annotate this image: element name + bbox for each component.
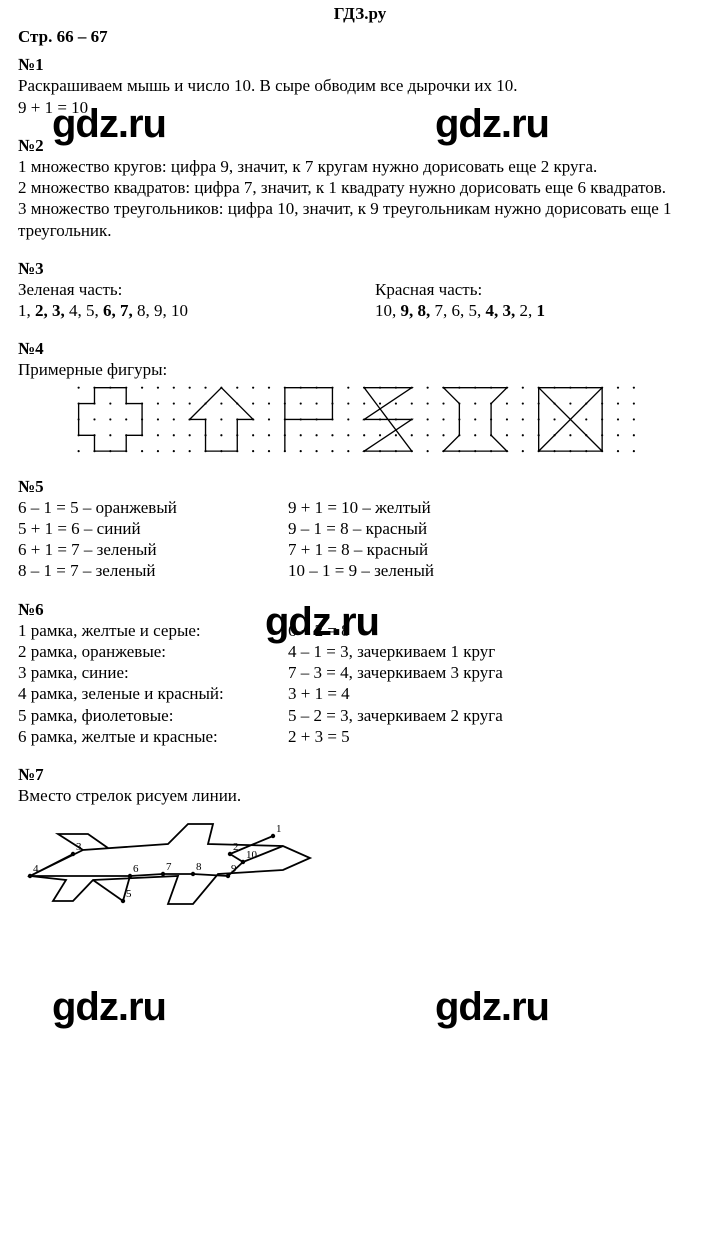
s7-line1: Вместо стрелок рисуем линии. [18,785,702,806]
list-item: 9 – 1 = 8 – красный [288,518,702,539]
s6-right-col: 6 + 2 = 84 – 1 = 3, зачеркиваем 1 круг7 … [288,620,702,748]
svg-text:4: 4 [33,863,39,875]
section-4-num: №4 [18,339,702,359]
list-item: 8 – 1 = 7 – зеленый [18,560,288,581]
s3-right-seq: 10, 9, 8, 7, 6, 5, 4, 3, 2, 1 [375,300,702,321]
s2-p1: 1 множество кругов: цифра 9, значит, к 7… [18,156,702,177]
s5-right-col: 9 + 1 = 10 – желтый9 – 1 = 8 – красный7 … [288,497,702,582]
s3-left-seq: 1, 2, 3, 4, 5, 6, 7, 8, 9, 10 [18,300,345,321]
watermark: gdz.ru [435,985,549,1030]
figures-dot-grid [18,381,702,467]
list-item: 10 – 1 = 9 – зеленый [288,560,702,581]
section-5-num: №5 [18,477,702,497]
list-item: 6 + 2 = 8 [288,620,702,641]
s3-right-label: Красная часть: [375,279,702,300]
svg-text:7: 7 [166,861,172,873]
svg-text:2: 2 [233,841,239,853]
section-3-num: №3 [18,259,702,279]
watermark: gdz.ru [52,985,166,1030]
list-item: 6 рамка, желтые и красные: [18,726,288,747]
svg-text:5: 5 [126,888,132,900]
list-item: 7 – 3 = 4, зачеркиваем 3 круга [288,662,702,683]
section-2-num: №2 [18,136,702,156]
s1-line1: Раскрашиваем мышь и число 10. В сыре обв… [18,75,702,96]
section-6-num: №6 [18,600,702,620]
site-title: ГДЗ.ру [18,4,702,24]
svg-text:3: 3 [76,841,82,853]
list-item: 2 рамка, оранжевые: [18,641,288,662]
s6-left-col: 1 рамка, желтые и серые:2 рамка, оранжев… [18,620,288,748]
s5-left-col: 6 – 1 = 5 – оранжевый5 + 1 = 6 – синий6 … [18,497,288,582]
list-item: 2 + 3 = 5 [288,726,702,747]
svg-text:6: 6 [133,863,139,875]
list-item: 3 рамка, синие: [18,662,288,683]
page-range: Стр. 66 – 67 [18,26,702,47]
svg-text:9: 9 [231,863,237,875]
s3-left-label: Зеленая часть: [18,279,345,300]
list-item: 1 рамка, желтые и серые: [18,620,288,641]
list-item: 6 + 1 = 7 – зеленый [18,539,288,560]
section-1-num: №1 [18,55,702,75]
svg-text:10: 10 [246,849,258,861]
list-item: 5 рамка, фиолетовые: [18,705,288,726]
list-item: 4 рамка, зеленые и красный: [18,683,288,704]
s2-p2: 2 множество квадратов: цифра 7, значит, … [18,177,702,198]
list-item: 6 – 1 = 5 – оранжевый [18,497,288,518]
section-7-num: №7 [18,765,702,785]
svg-text:8: 8 [196,861,202,873]
list-item: 3 + 1 = 4 [288,683,702,704]
s4-label: Примерные фигуры: [18,359,702,380]
plane-figure: 1 2 3 4 5 6 7 8 9 10 [18,806,328,916]
list-item: 5 + 1 = 6 – синий [18,518,288,539]
s1-line2: 9 + 1 = 10 [18,97,702,118]
list-item: 9 + 1 = 10 – желтый [288,497,702,518]
list-item: 7 + 1 = 8 – красный [288,539,702,560]
s2-p3: 3 множество треугольников: цифра 10, зна… [18,198,702,241]
list-item: 5 – 2 = 3, зачеркиваем 2 круга [288,705,702,726]
svg-text:1: 1 [276,823,282,835]
list-item: 4 – 1 = 3, зачеркиваем 1 круг [288,641,702,662]
